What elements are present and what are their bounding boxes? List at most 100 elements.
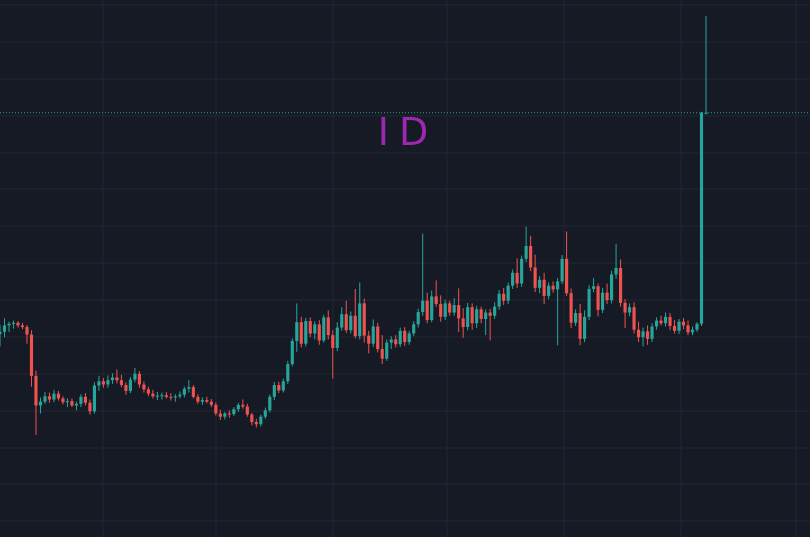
candle-body-up [466,307,470,328]
candle-body-down [137,373,141,385]
candle-body-down [218,413,222,417]
candle-body-down [623,302,627,313]
candle-body-down [542,279,546,296]
candle-body-up [547,285,551,296]
candle-body-up [592,286,596,289]
candle-body-down [209,401,213,405]
candle-body-down [196,396,200,402]
candle-body-down [645,331,650,339]
candle-body-up [263,410,267,417]
candle-body-down [533,267,537,288]
candle-body-up [349,315,353,331]
candle-body-up [358,303,362,337]
candle-body-up [43,396,47,402]
candle-body-down [61,398,65,403]
candle-body-down [326,317,330,336]
candle-body-up [583,316,587,339]
candle-body-down [241,404,245,407]
candle-body-up [506,285,510,301]
candle-body-down [434,296,438,304]
candle-body-down [569,293,573,323]
candle-body-up [187,387,191,389]
candle-body-down [618,267,623,303]
candle-body-down [448,303,452,313]
candle-body-up [268,396,272,411]
candle-body-down [515,272,519,284]
candle-body-up [677,321,681,331]
candle-body-down [191,387,195,397]
candle-body-up [232,409,236,415]
candle-body-up [385,342,389,359]
candle-body-up [313,324,317,334]
candle-body-up [475,309,479,324]
candle-body-down [142,384,146,390]
candle-body-up [699,112,704,324]
candle-body-up [2,325,7,332]
candle-body-down [376,326,380,350]
candle-body-up [74,403,79,406]
candle-body-down [146,389,150,394]
candle-body-up [524,245,528,259]
candle-body-up [695,323,699,330]
candle-body-down [317,324,321,341]
candle-body-up [609,274,614,301]
candle-body-up [160,395,164,397]
candle-body-down [353,315,357,337]
candle-body-up [38,401,43,406]
candle-body-down [578,313,582,339]
candle-body-up [272,385,276,397]
candle-body-down [299,322,303,344]
candle-body-down [83,396,88,403]
candle-body-up [690,329,695,333]
candle-body-down [551,285,555,290]
candle-body-up [295,322,299,341]
candle-body-down [151,393,155,397]
candle-body-down [277,385,281,391]
candle-body-up [11,322,16,324]
candle-body-up [259,416,263,425]
candle-body-up [340,314,344,328]
candles-group [0,16,708,435]
chart-title-watermark: ID [378,110,438,154]
candle-body-down [16,322,20,326]
candle-body-up [412,324,416,334]
candle-body-down [115,377,119,381]
candle-body-down [380,349,384,359]
candle-body-down [88,402,92,412]
candle-body-down [56,393,61,399]
candle-body-up [704,112,708,114]
candle-body-up [416,311,420,325]
candle-body-up [223,413,227,417]
candle-body-up [322,317,326,341]
candle-body-down [331,335,335,348]
candle-body-up [155,395,159,397]
candle-body-down [101,381,106,385]
candle-body-up [497,293,501,307]
candle-body-up [281,381,285,391]
candle-body-up [389,339,393,343]
candle-body-up [65,401,70,403]
candle-body-up [128,379,132,391]
candle-body-up [97,381,101,386]
candle-body-down [672,325,677,331]
candle-body-down [457,305,461,319]
candle-body-up [182,388,186,395]
candle-body-up [650,326,654,339]
candle-body-up [371,326,375,344]
candle-body-up [290,340,294,365]
candle-body-down [502,293,506,301]
candle-body-down [245,406,249,415]
candle-body-up [92,385,97,412]
candle-body-up [106,380,110,385]
candle-body-down [308,321,312,334]
candle-body-up [627,307,632,313]
candle-body-down [605,292,609,301]
candle-body-down [29,334,34,376]
candle-body-down [470,307,474,324]
candle-body-up [173,396,177,398]
candle-body-down [479,309,483,319]
candle-body-up [178,394,182,397]
candle-body-up [430,296,434,321]
